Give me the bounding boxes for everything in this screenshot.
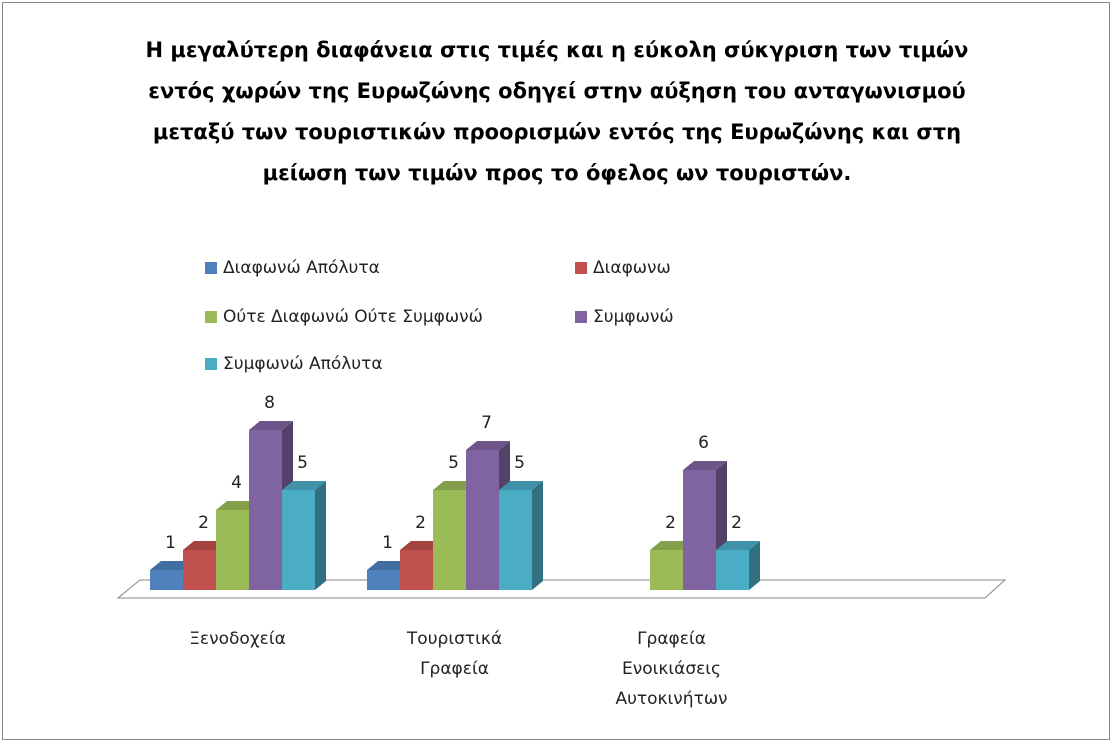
bar-front xyxy=(367,570,400,590)
data-label: 5 xyxy=(297,453,308,473)
bar-side xyxy=(532,481,543,590)
legend-item: Διαφωνω xyxy=(575,258,671,278)
data-label: 6 xyxy=(698,433,709,453)
legend-label: Διαφωνώ Απόλυτα xyxy=(223,258,380,278)
legend-item: Ούτε Διαφωνώ Ούτε Συμφωνώ xyxy=(205,307,483,327)
legend-label: Ούτε Διαφωνώ Ούτε Συμφωνώ xyxy=(223,307,483,327)
bar-front xyxy=(683,470,716,590)
bar-front xyxy=(249,430,282,590)
legend-swatch xyxy=(205,311,217,323)
legend-label: Συμφωνώ Απόλυτα xyxy=(223,354,383,374)
bar-front xyxy=(282,490,315,590)
legend-item: Συμφωνώ xyxy=(575,307,674,327)
bar-top xyxy=(499,481,543,490)
bar-front xyxy=(716,550,749,590)
bar-top xyxy=(466,441,510,450)
bar-front xyxy=(466,450,499,590)
chart-title: Η μεγαλύτερη διαφάνεια στις τιμές και η … xyxy=(145,38,969,185)
data-label: 2 xyxy=(198,513,209,533)
data-label: 5 xyxy=(448,453,459,473)
legend-label: Συμφωνώ xyxy=(593,307,674,327)
bar-top xyxy=(716,541,760,550)
legend-swatch xyxy=(205,262,217,274)
data-label: 2 xyxy=(665,513,676,533)
bar-side xyxy=(315,481,326,590)
legend-label: Διαφωνω xyxy=(593,258,671,278)
data-label: 4 xyxy=(231,473,242,493)
legend-swatch xyxy=(205,358,217,370)
bar-front xyxy=(650,550,683,590)
data-label: 2 xyxy=(731,513,742,533)
bar-top xyxy=(683,461,727,470)
legend-swatch xyxy=(575,262,587,274)
bar-front xyxy=(150,570,183,590)
data-label: 8 xyxy=(264,393,275,413)
legend-item: Διαφωνώ Απόλυτα xyxy=(205,258,380,278)
bar xyxy=(499,481,543,590)
bar-front xyxy=(433,490,466,590)
bar-top xyxy=(282,481,326,490)
data-label: 7 xyxy=(481,413,492,433)
data-label: 2 xyxy=(415,513,426,533)
bar-front xyxy=(183,550,216,590)
x-tick-label: Τουριστικά Γραφεία xyxy=(406,629,503,679)
x-tick-label: Ξενοδοχεία xyxy=(189,629,286,649)
x-tick-label: Γραφεία Ενοικιάσεις Αυτοκινήτων xyxy=(615,629,728,709)
legend-swatch xyxy=(575,311,587,323)
data-label: 1 xyxy=(382,533,393,553)
bar-front xyxy=(216,510,249,590)
bar xyxy=(282,481,326,590)
bar-side xyxy=(749,541,760,590)
bar-front xyxy=(400,550,433,590)
bar-top xyxy=(249,421,293,430)
floor xyxy=(116,579,1007,599)
bar xyxy=(716,541,760,590)
bar-front xyxy=(499,490,532,590)
legend-item: Συμφωνώ Απόλυτα xyxy=(205,354,383,374)
data-label: 5 xyxy=(514,453,525,473)
data-label: 1 xyxy=(165,533,176,553)
